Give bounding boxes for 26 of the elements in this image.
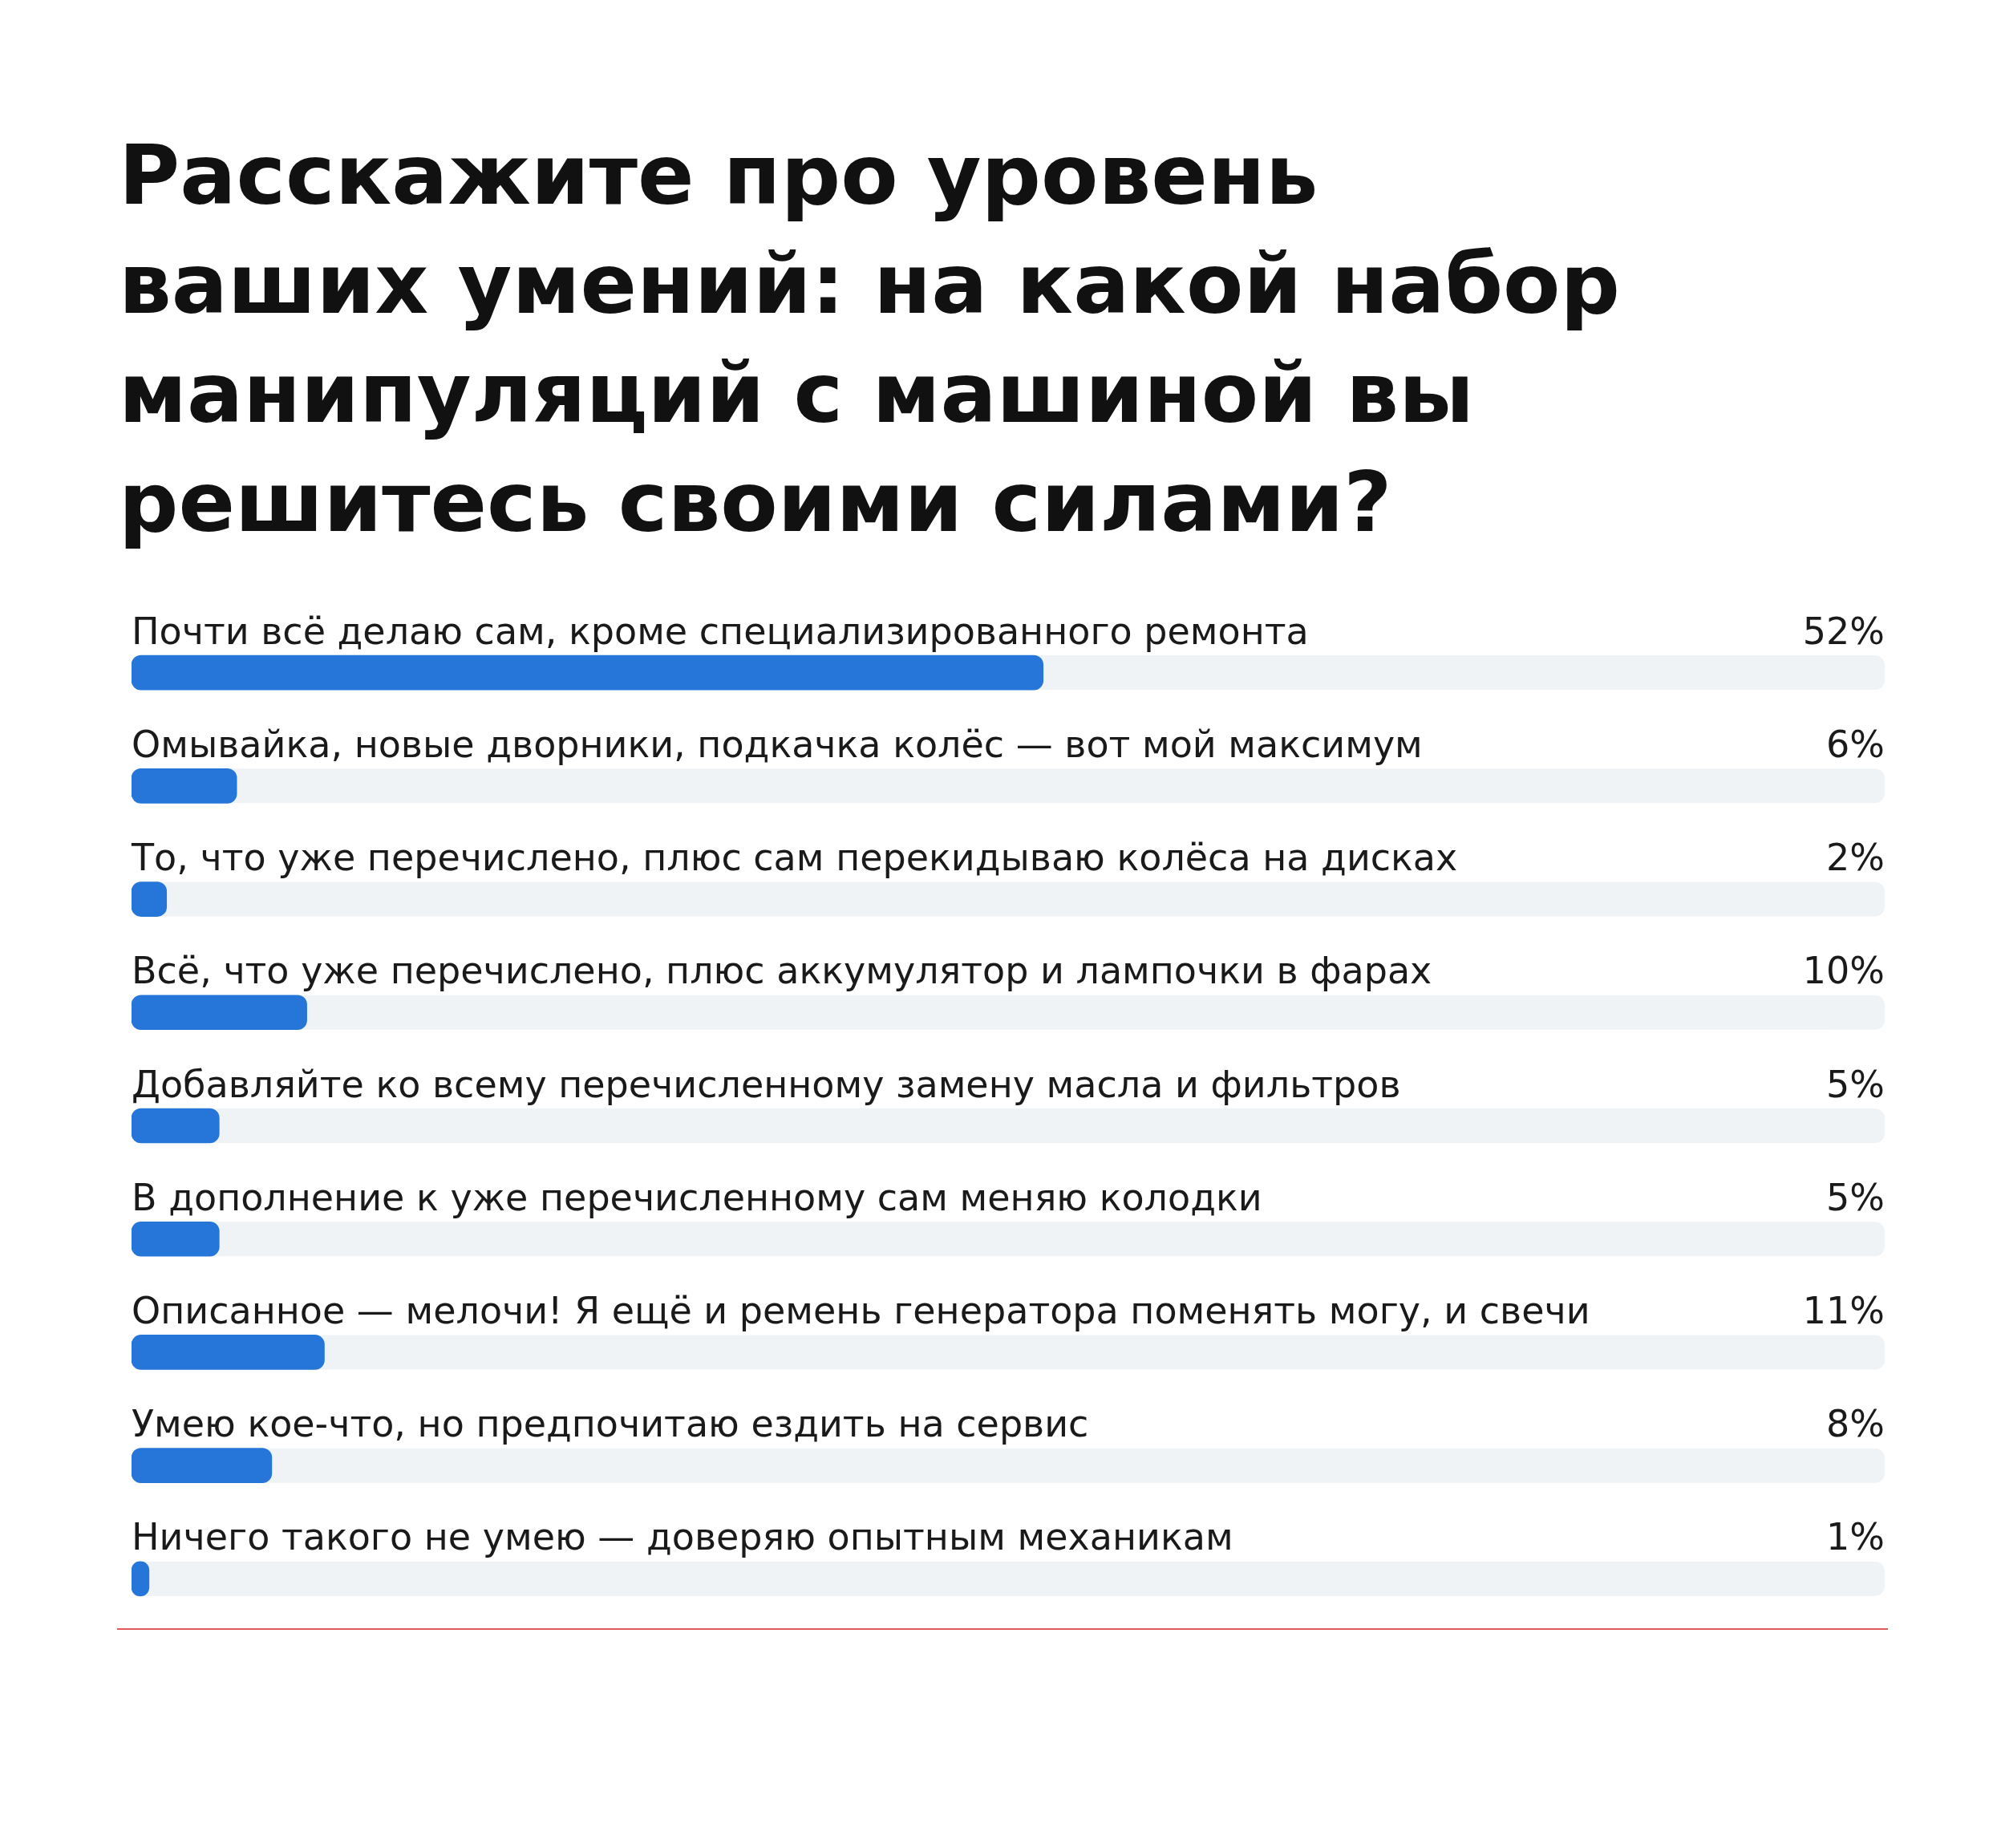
bar [132,1335,325,1370]
y-tick-label: Почти всё делаю сам, кроме специализированного ремонта [132,609,1309,653]
y-tick-label: Умею кое-что, но предпочитаю ездить на сервис [132,1402,1089,1446]
y-tick-label: Всё, что уже перечислено, плюс аккумулятор и лампочки в фарах [132,949,1432,993]
data-label: 10% [1802,949,1885,993]
bar [132,1108,220,1144]
bar [132,1221,220,1257]
data-label: 6% [1826,722,1885,766]
chart-title: Расскажите про уровень ваших умений: на какой набор манипуляций с машиной вы решитесь своими силами? [119,125,1621,553]
bar [132,768,237,804]
bar [132,1448,273,1483]
y-tick-label: Добавляйте ко всему перечисленному замену масла и фильтров [132,1062,1401,1106]
bar [132,881,168,917]
data-label: 1% [1826,1515,1885,1559]
data-label: 52% [1802,609,1885,653]
y-tick-label: Описанное — мелочи! Я ещё и ремень генератора поменять могу, и свечи [132,1288,1590,1332]
data-label: 5% [1826,1062,1885,1106]
bar [132,995,307,1031]
y-tick-label: Ничего такого не умею — доверяю опытным механикам [132,1515,1233,1559]
data-label: 8% [1826,1402,1885,1446]
data-label: 5% [1826,1175,1885,1219]
y-tick-label: Омывайка, новые дворники, подкачка колёс — вот мой максимум [132,722,1423,766]
y-tick-label: В дополнение к уже перечисленному сам меняю колодки [132,1175,1262,1219]
y-tick-label: То, что уже перечислено, плюс сам перекидываю колёса на дисках [131,836,1458,880]
data-label: 2% [1826,836,1885,880]
data-label: 11% [1802,1288,1885,1332]
